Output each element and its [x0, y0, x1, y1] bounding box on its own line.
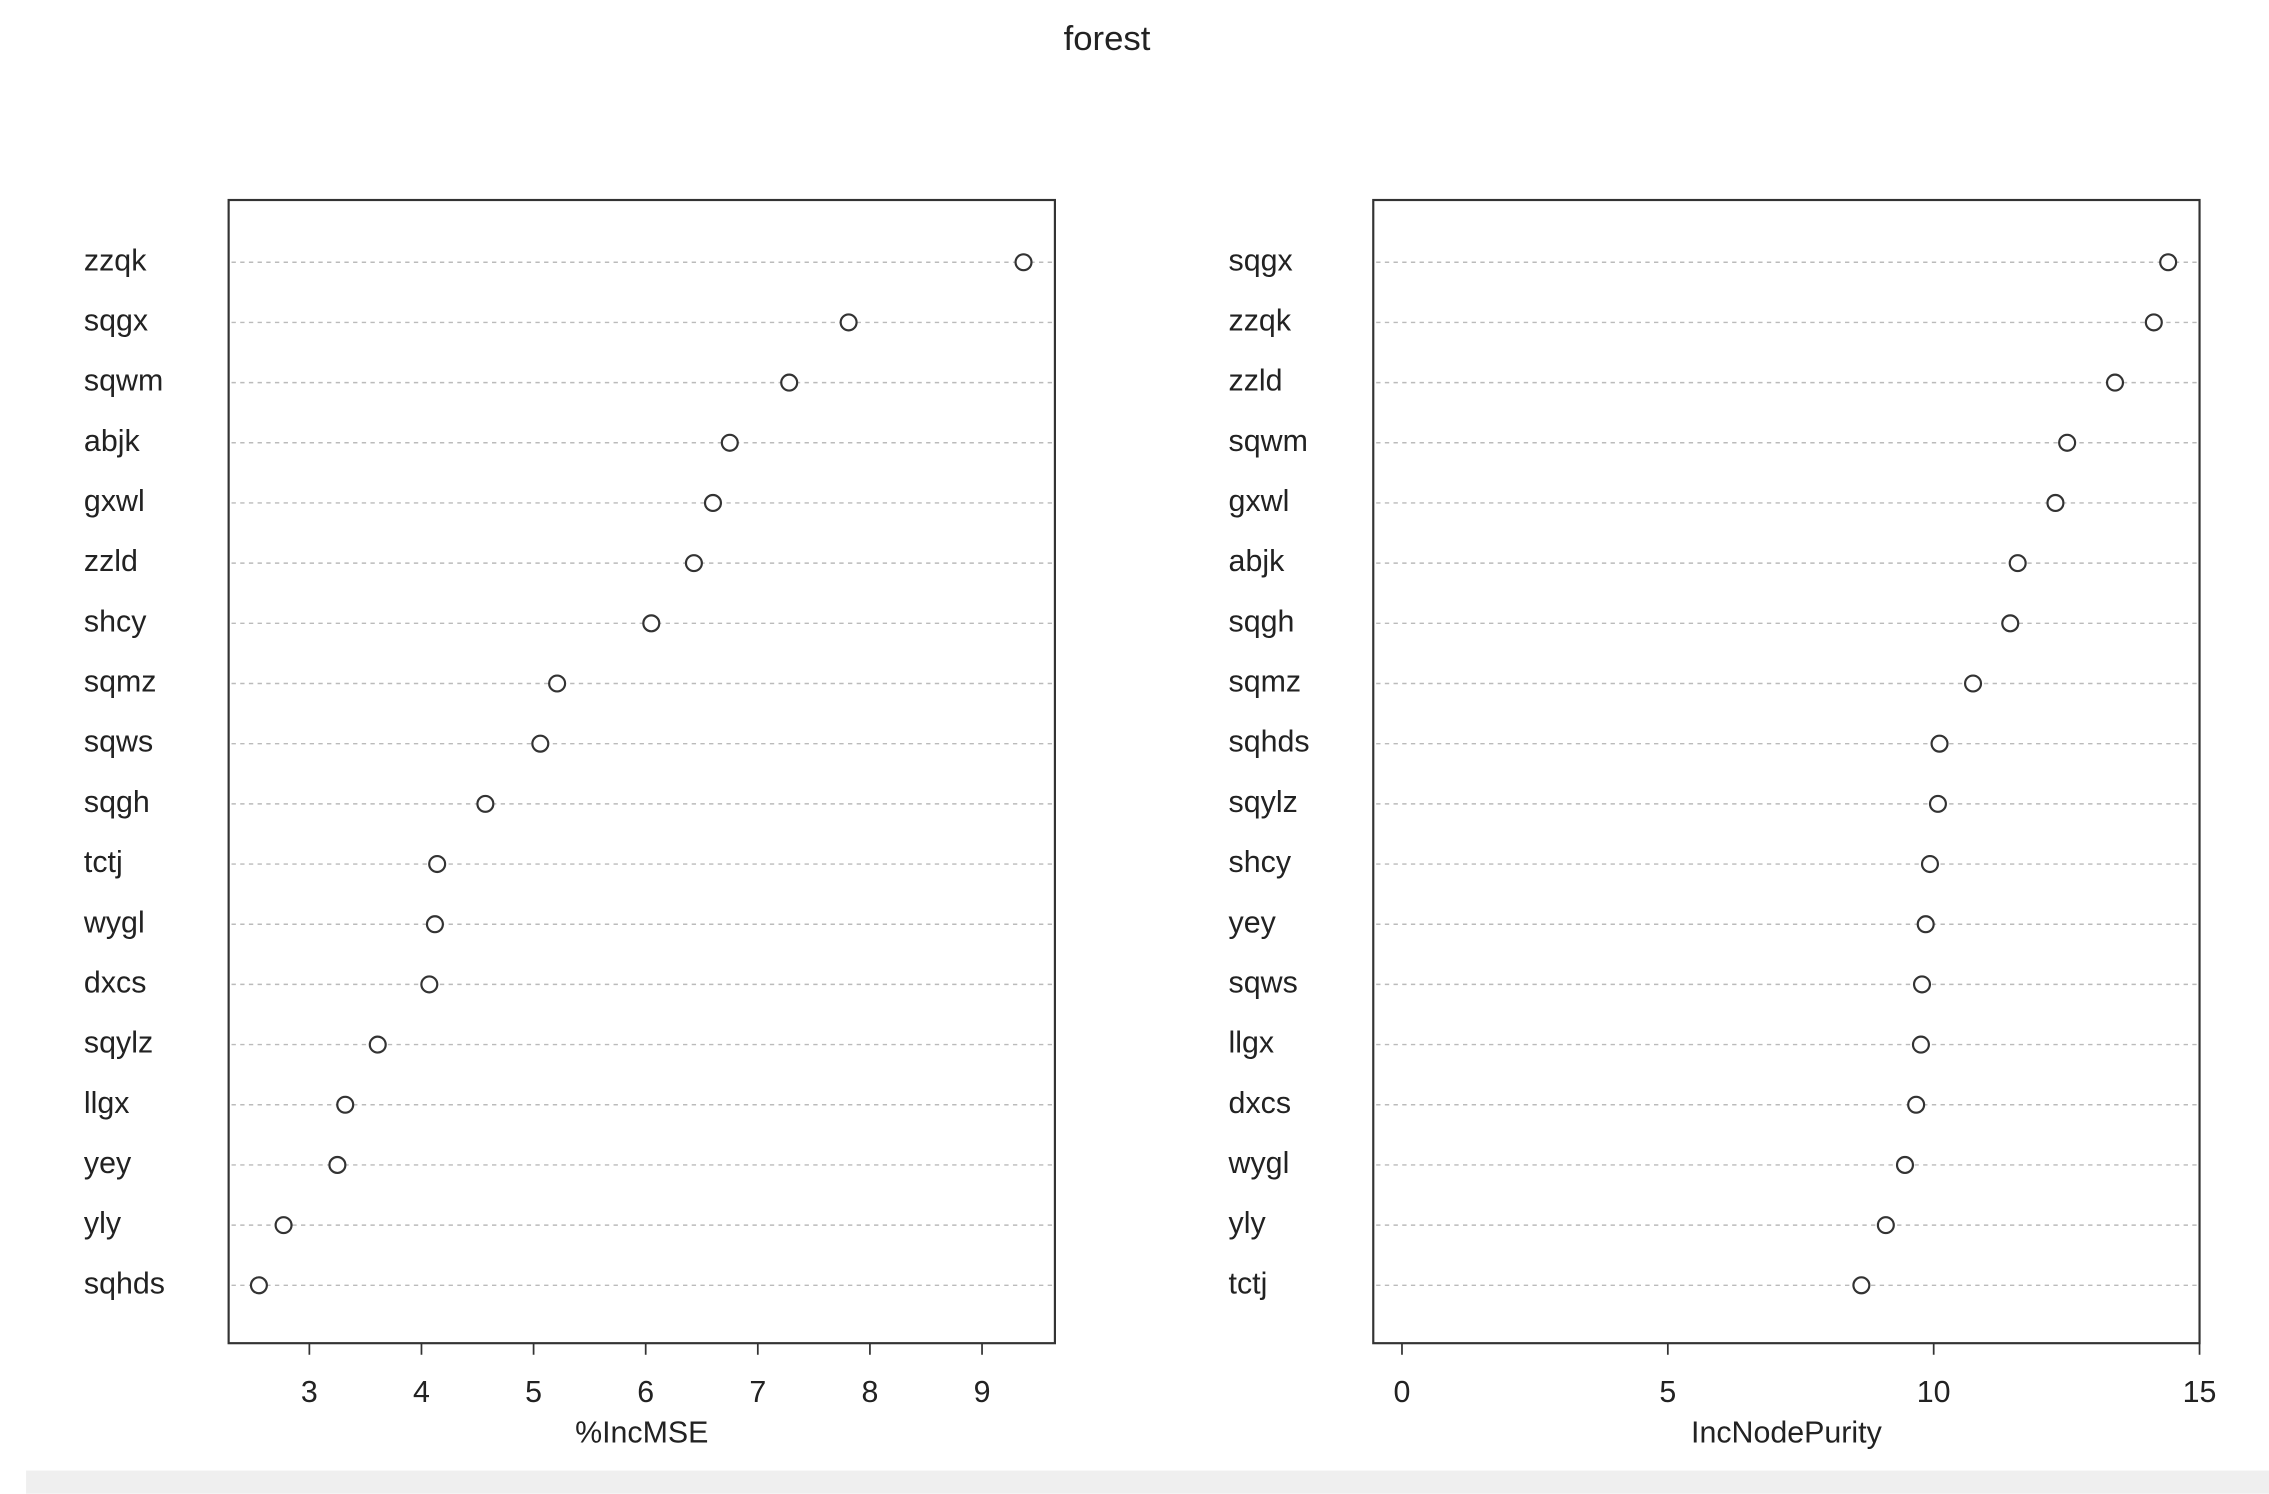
dot: [420, 975, 439, 994]
dot: [2046, 493, 2065, 513]
dot: [2058, 433, 2077, 452]
x-tick-label: 10: [1917, 1375, 1951, 1409]
category-label: abjk: [1229, 544, 1286, 578]
x-tick-label: 0: [1394, 1375, 1411, 1409]
dot: [642, 614, 661, 633]
x-tick-label: 7: [749, 1375, 766, 1409]
category-label: tctj: [84, 845, 123, 879]
dot: [2105, 373, 2125, 392]
category-label: sqwm: [84, 364, 163, 398]
category-label: sqmz: [1229, 665, 1302, 699]
x-tick-label: 8: [861, 1375, 878, 1409]
dot: [1907, 1095, 1926, 1114]
dot: [1916, 915, 1935, 934]
category-label: tctj: [1229, 1266, 1268, 1300]
x-tick-label: 5: [525, 1375, 542, 1409]
dot: [1963, 674, 1983, 693]
category-label: sqylz: [1229, 785, 1298, 819]
category-label: sqgh: [84, 785, 150, 819]
x-axis-label: IncNodePurity: [1691, 1415, 1883, 1449]
plot-frame: [227, 198, 1056, 1345]
category-label: dxcs: [1229, 1086, 1291, 1120]
x-tick-label: 6: [637, 1375, 654, 1409]
bottom-band: [26, 1470, 2269, 1494]
x-tick-label: 3: [301, 1375, 318, 1409]
dot: [2144, 313, 2163, 332]
dot: [839, 313, 858, 332]
category-label: zzld: [84, 544, 138, 578]
dot: [531, 734, 550, 753]
dot: [703, 493, 723, 513]
category-label: sqgx: [1229, 243, 1293, 277]
category-label: sqws: [84, 725, 153, 759]
category-label: yey: [1229, 905, 1277, 939]
dot: [548, 674, 567, 693]
category-label: sqwm: [1229, 424, 1308, 458]
category-label: yly: [84, 1206, 122, 1240]
category-label: gxwl: [1229, 484, 1290, 518]
dot: [274, 1216, 293, 1235]
category-label: llgx: [1229, 1026, 1275, 1060]
category-label: sqws: [1229, 965, 1298, 999]
dot: [1928, 794, 1947, 813]
category-label: wygl: [83, 905, 145, 939]
dot: [428, 854, 447, 874]
dot: [336, 1095, 355, 1114]
category-label: llgx: [84, 1086, 130, 1120]
x-tick-label: 5: [1659, 1375, 1676, 1409]
dot: [2001, 614, 2020, 633]
category-label: sqhds: [84, 1266, 165, 1300]
category-label: sqgh: [1229, 604, 1295, 638]
category-label: yly: [1229, 1206, 1267, 1240]
dot: [425, 915, 444, 934]
category-label: abjk: [84, 424, 141, 458]
category-label: sqhds: [1229, 725, 1310, 759]
dot: [476, 794, 495, 813]
plot-frame: [1372, 198, 2201, 1345]
category-label: sqmz: [84, 665, 157, 699]
x-tick-label: 4: [413, 1375, 430, 1409]
dot: [1014, 253, 1033, 272]
category-label: sqgx: [84, 303, 148, 337]
x-tick-label: 15: [2183, 1375, 2217, 1409]
category-label: gxwl: [84, 484, 145, 518]
dot: [1852, 1276, 1871, 1295]
category-label: zzqk: [1229, 303, 1292, 337]
dot: [684, 554, 703, 573]
dot: [1920, 854, 1940, 874]
dot: [1876, 1216, 1895, 1235]
chart-title: forest: [1064, 20, 1151, 58]
category-label: shcy: [84, 604, 147, 638]
category-label: wygl: [1228, 1146, 1290, 1180]
x-tick-label: 9: [974, 1375, 991, 1409]
dot: [328, 1155, 347, 1174]
dot: [1911, 1035, 1930, 1054]
category-label: dxcs: [84, 965, 146, 999]
category-label: zzld: [1229, 364, 1283, 398]
category-label: yey: [84, 1146, 132, 1180]
dot: [720, 433, 739, 452]
dot: [780, 373, 799, 392]
x-axis-label: %IncMSE: [575, 1415, 708, 1449]
dot: [2008, 554, 2027, 573]
category-label: sqylz: [84, 1026, 153, 1060]
dot: [1912, 975, 1932, 994]
category-label: zzqk: [84, 243, 147, 277]
dot: [368, 1035, 387, 1054]
dot: [2159, 253, 2178, 272]
dot: [1895, 1155, 1915, 1174]
dot: [1930, 734, 1949, 753]
category-label: shcy: [1229, 845, 1292, 879]
dot: [249, 1276, 268, 1295]
